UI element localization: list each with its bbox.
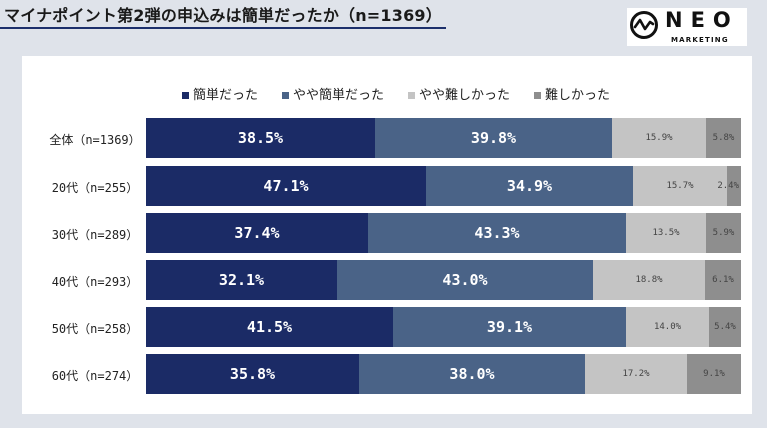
data-label: 9.1% [703,369,725,379]
row-label: 30代（n=289） [51,228,139,242]
bar-segment: 5.8% [706,118,741,158]
legend-item: 簡単だった [182,89,258,102]
bar-segment: 18.8% [593,260,705,300]
bar-segment: 34.9% [426,166,633,206]
data-label: 15.9% [645,133,673,143]
data-label: 39.1% [486,318,533,336]
legend-item: 難しかった [534,89,610,102]
data-label: 5.8% [712,133,735,143]
data-label: 15.7% [666,181,694,191]
legend-label: やや簡単だった [293,87,385,103]
data-label: 38.0% [449,365,495,383]
data-label: 41.5% [246,318,293,336]
bar-segment: 13.5% [626,213,706,253]
data-label: 2.4% [717,181,739,191]
bar-segment: 35.8% [146,354,359,394]
bar-segment: 39.8% [375,118,612,158]
data-label: 35.8% [229,365,276,383]
bar-segment: 39.1% [393,307,626,347]
data-label: 17.2% [622,369,650,379]
legend-swatch [182,91,189,99]
neo-marketing-logo: NEO MARKETING [627,8,747,46]
bar-segment: 2.4% [717,166,741,206]
bar-segment: 38.0% [359,354,585,394]
row-label: 全体（n=1369） [49,133,141,147]
data-label: 13.5% [652,228,680,238]
data-label: 37.4% [234,224,280,242]
data-label: 39.8% [470,129,517,147]
data-label: 38.5% [237,129,284,147]
data-label: 6.1% [712,275,734,285]
data-label: 5.9% [712,228,735,238]
bar-segment: 32.1% [146,260,337,300]
legend-label: 簡単だった [193,87,259,103]
logo-mark-icon [630,11,658,39]
row-label: 40代（n=293） [51,275,139,289]
bar-segment: 5.4% [709,307,741,347]
legend-item: やや難しかった [408,89,510,102]
bar-segment: 41.5% [146,307,393,347]
bar-segment: 47.1% [146,166,426,206]
bar-segment: 17.2% [585,354,687,394]
bar-segment: 14.0% [626,307,709,347]
data-label: 43.0% [442,271,488,289]
title-underline [0,27,446,29]
bar-segment: 9.1% [687,354,741,394]
legend-swatch [534,91,542,99]
bar-segment: 38.5% [146,118,375,158]
legend-swatch [282,91,290,99]
logo-subtitle: MARKETING [671,36,729,44]
data-label: 43.3% [474,224,520,242]
data-label: 47.1% [263,177,309,195]
row-label: 20代（n=255） [51,181,139,195]
data-label: 14.0% [653,322,682,332]
bar-segment: 37.4% [146,213,368,253]
bar-segment: 15.7% [633,166,727,206]
bar-segment: 15.9% [612,118,706,158]
row-label: 50代（n=258） [51,322,139,336]
chart-panel: 簡単だった やや簡単だった やや難しかった 難しかった 全体（n=1369） 38.5%… [22,56,752,414]
bar-segment: 6.1% [705,260,741,300]
logo-wordmark: NEO [665,8,739,32]
legend-item: やや簡単だった [282,89,384,102]
bar-segment: 5.9% [706,213,741,253]
chart-title: マイナポイント第2弾の申込みは簡単だったか（n=1369） [4,6,442,25]
data-label: 18.8% [635,275,663,285]
data-label: 32.1% [218,271,265,289]
chart-legend: 簡単だった やや簡単だった やや難しかった 難しかった [182,85,610,105]
row-label: 60代（n=274） [51,369,139,383]
legend-label: 難しかった [545,87,611,103]
legend-swatch [408,91,416,99]
bar-segment: 43.0% [337,260,593,300]
data-label: 34.9% [506,177,553,195]
legend-label: やや難しかった [419,87,511,103]
bar-segment: 43.3% [368,213,626,253]
data-label: 5.4% [714,322,736,332]
